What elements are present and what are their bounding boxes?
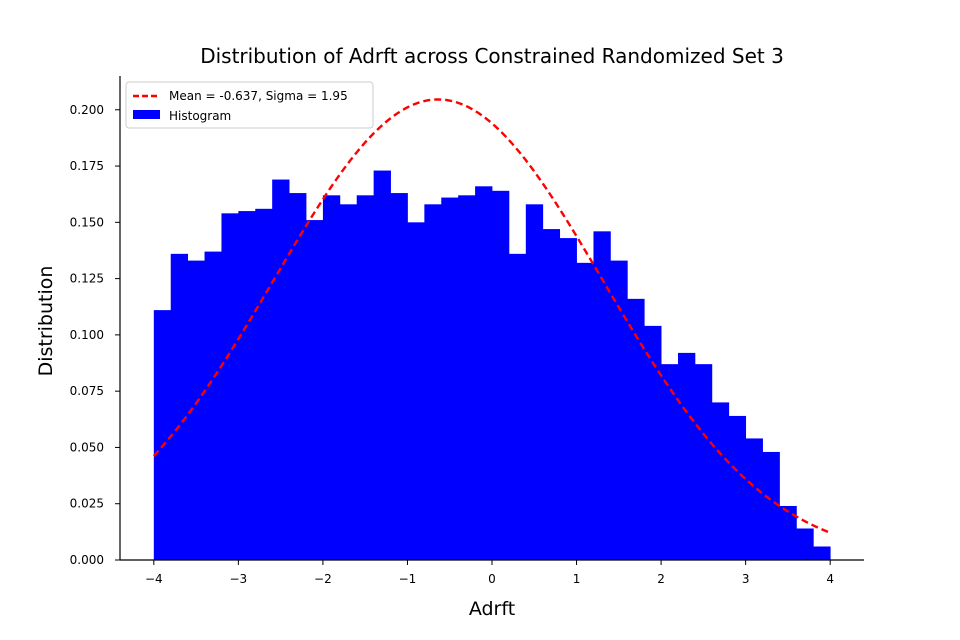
histogram-bar xyxy=(475,186,493,560)
histogram-bar xyxy=(745,438,763,560)
histogram-bar xyxy=(187,260,205,560)
histogram-bar xyxy=(813,546,831,560)
histogram-bar xyxy=(542,229,561,560)
histogram-bar xyxy=(525,204,544,560)
histogram-bar xyxy=(407,222,425,561)
x-tick-label: −4 xyxy=(145,572,163,586)
histogram-bar xyxy=(289,193,307,560)
histogram-bar xyxy=(390,193,408,560)
histogram-bar xyxy=(711,402,730,560)
histogram-bar xyxy=(762,451,780,560)
histogram-bar xyxy=(272,179,290,561)
histogram-bar xyxy=(153,310,172,560)
histogram-bar xyxy=(627,298,645,560)
x-tick-label: 3 xyxy=(742,572,750,586)
y-axis-ticks: 0.000 0.025 0.050 0.075 0.100 0.125 0.150 0.175… xyxy=(70,103,120,567)
histogram-bar xyxy=(779,505,797,560)
histogram-bar xyxy=(373,170,391,561)
x-tick-label: −2 xyxy=(314,572,332,586)
x-tick-label: −1 xyxy=(399,572,417,586)
y-tick-label: 0.075 xyxy=(70,384,104,398)
histogram-bar xyxy=(322,195,341,560)
histogram-bar xyxy=(221,213,239,560)
legend-box xyxy=(125,81,374,129)
histogram-bar xyxy=(204,251,222,560)
y-tick-label: 0.175 xyxy=(70,159,104,173)
histogram-bar xyxy=(610,260,628,560)
legend-histogram-swatch xyxy=(133,110,160,119)
x-tick-label: 2 xyxy=(657,572,665,586)
histogram-bars xyxy=(153,170,831,561)
histogram-bar xyxy=(728,415,747,560)
y-tick-label: 0.100 xyxy=(70,328,104,342)
histogram-bar xyxy=(644,325,662,560)
x-tick-label: 1 xyxy=(573,572,581,586)
histogram-bar xyxy=(593,231,611,560)
y-tick-label: 0.025 xyxy=(70,497,104,511)
histogram-bar xyxy=(255,208,273,560)
histogram-bar xyxy=(356,195,375,560)
histogram-bar xyxy=(508,253,527,560)
histogram-bar xyxy=(559,238,577,560)
y-tick-label: 0.050 xyxy=(70,440,104,454)
legend-histogram-label: Histogram xyxy=(169,109,231,123)
histogram-bar xyxy=(492,190,510,560)
fit-curve-line xyxy=(152,98,831,534)
y-tick-label: 0.125 xyxy=(70,272,104,286)
y-tick-label: 0.150 xyxy=(70,215,104,229)
histogram-bar xyxy=(306,220,324,561)
histogram-bar xyxy=(238,211,256,560)
x-tick-label: 0 xyxy=(488,572,496,586)
histogram-bar xyxy=(678,352,696,560)
histogram-bar xyxy=(424,204,442,560)
histogram-bar xyxy=(661,364,679,560)
y-tick-label: 0.200 xyxy=(70,103,104,117)
histogram-bar xyxy=(339,204,358,560)
histogram-bar xyxy=(576,262,594,560)
histogram-bar xyxy=(441,197,459,560)
histogram-bar xyxy=(458,195,476,560)
legend: Mean = -0.637, Sigma = 1.95 Histogram xyxy=(125,81,374,129)
x-axis-label: Adrft xyxy=(469,598,515,620)
x-tick-label: −3 xyxy=(230,572,248,586)
histogram-bar xyxy=(796,528,814,560)
y-axis-label: Distribution xyxy=(35,266,57,377)
histogram-bar xyxy=(170,253,189,560)
y-tick-label: 0.000 xyxy=(70,553,104,567)
chart-title: Distribution of Adrft across Constrained… xyxy=(200,44,784,68)
histogram-bar xyxy=(694,364,713,560)
legend-fit-label: Mean = -0.637, Sigma = 1.95 xyxy=(169,89,348,103)
x-axis-ticks: −4 −3 −2 −1 0 1 2 3 4 xyxy=(145,560,834,586)
x-tick-label: 4 xyxy=(826,572,834,586)
